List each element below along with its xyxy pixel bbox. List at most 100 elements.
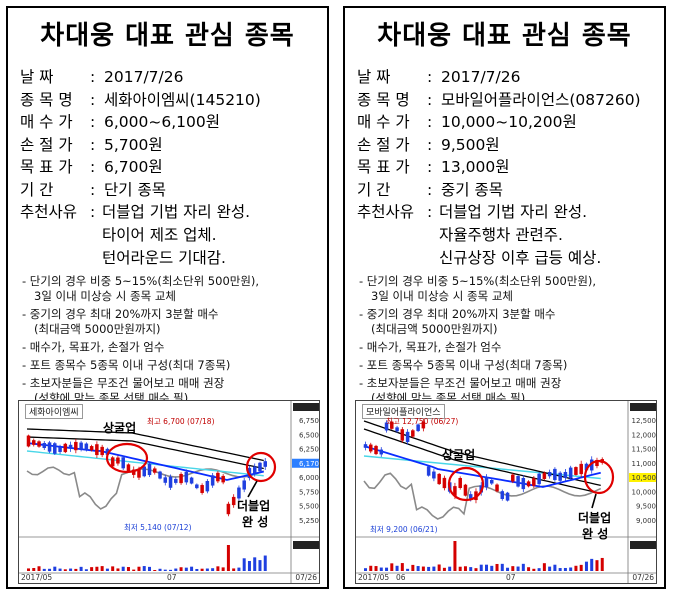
volume-bar [595,560,599,571]
volume-bar [111,566,115,571]
volume-bar [148,566,151,571]
pattern-circle [447,466,485,502]
candle-body [369,444,373,452]
candle-body [516,476,520,487]
field-label: 손 절 가 [357,135,410,154]
axis-tick-label: 11,500 [632,446,657,454]
high-price-label: 최고 12,750 (06/27) [386,417,459,426]
candle-body [184,471,189,483]
candle-body [242,480,246,490]
volume-bar [174,568,178,571]
field-value: 10,000~10,200원 [441,113,577,131]
volume-bar [532,568,536,571]
candle-body [579,463,583,475]
volume-bar [74,568,78,571]
candle-body [47,442,52,452]
candle-body [426,466,431,476]
reason-line: 신규상장 이후 급등 예상. [439,249,602,267]
candle-body [442,477,447,489]
field-value: 9,500원 [441,135,500,154]
candle-body [411,430,415,437]
volume-bar [421,566,425,571]
field-period: 기 간: 단기 종목 [20,179,327,202]
field-date: 날 짜: 2017/7/26 [20,66,327,89]
field-value: 13,000원 [441,158,510,176]
pattern-annotation: 상굴업 [442,448,476,462]
volume-bar [574,565,578,571]
candle-body [163,477,168,483]
candle-body [421,421,426,429]
volume-bar [527,567,531,571]
volume-bar [563,567,567,571]
candle-body [500,491,505,500]
field-buy-price: 매 수 가: 6,000~6,100원 [20,111,327,134]
double-up-annotation: 더블업 [237,499,271,513]
candle-body [553,468,557,481]
candle-body [74,441,78,451]
volume-bar [406,568,410,571]
volume-bar [542,563,546,571]
axis-toggle [630,403,656,411]
field-value: 모바일어플라이언스(087260) [441,90,641,109]
left-stock-card: 차대웅 대표 관심 종목 날 짜: 2017/7/26 종 목 명: 세화아이엠… [6,6,329,589]
reason-line: 자율주행차 관련주. [439,226,563,244]
field-label: 기 간 [357,180,391,199]
axis-tick-label: 12,500 [632,417,657,425]
field-label: 매 수 가 [20,113,73,131]
field-label: 목 표 가 [20,158,73,176]
volume-bar [121,566,125,571]
candle-body [63,443,68,453]
field-label: 종 목 명 [357,90,410,109]
volume-bar [584,561,588,571]
candle-body [258,462,262,472]
volume-bar [448,566,452,571]
candle-body [195,484,199,489]
candle-body [379,449,384,455]
candle-body [58,446,62,452]
volume-bar [400,563,404,571]
recommend-reason: 추천사유: 더블업 기법 자리 완성. 타이어 제조 업체. 턴어라운드 기대감… [20,201,327,270]
field-value: 단기 종목 [104,180,166,199]
recommend-reason: 추천사유: 더블업 기법 자리 완성. 자율주행차 관련주. 신규상장 이후 급… [357,201,664,270]
volume-bar [500,563,504,571]
candle-body [26,435,31,447]
field-target-price: 목 표 가: 6,700원 [20,156,327,179]
date-end: 07/26 [632,573,654,582]
volume-bar [548,566,552,571]
candle-body [505,492,510,501]
volume-toggle [630,541,656,549]
volume-bar [390,563,394,571]
axis-toggle [293,403,319,411]
stock-fields: 날 짜: 2017/7/26 종 목 명: 세화아이엠씨(145210) 매 수… [20,66,327,201]
axis-tick-label: 5,500 [299,503,319,511]
volume-bar [63,569,67,571]
field-buy-price: 매 수 가: 10,000~10,200원 [357,111,664,134]
candle-body [174,478,178,483]
volume-bar [163,569,167,571]
volume-bar [179,567,183,571]
pattern-circle [105,442,149,474]
candle-body [263,461,267,467]
reason-line: 타이어 제조 업체. [102,226,217,244]
axis-tick-label: 9,500 [636,503,656,511]
date-mid2: 07 [506,573,516,582]
volume-bar [506,567,510,571]
volume-bar [90,567,94,571]
candle-body [68,444,73,449]
volume-bar [479,564,483,571]
volume-bar [558,568,562,571]
volume-bar [521,563,525,571]
candle-body [95,444,99,456]
volume-bar [495,563,499,571]
note-item: - 중기의 경우 최대 20%까지 3분할 매수 (최대금액 5000만원까지) [22,307,219,336]
candle-body [110,457,115,467]
volume-bar [184,567,188,571]
field-stop-loss: 손 절 가: 5,700원 [20,134,327,157]
candle-body [542,472,547,479]
candle-body [468,494,473,499]
candle-body [147,463,152,476]
candle-body [79,442,83,450]
candle-body [526,481,531,487]
field-value: 2017/7/26 [441,68,521,86]
volume-bar [211,568,215,571]
